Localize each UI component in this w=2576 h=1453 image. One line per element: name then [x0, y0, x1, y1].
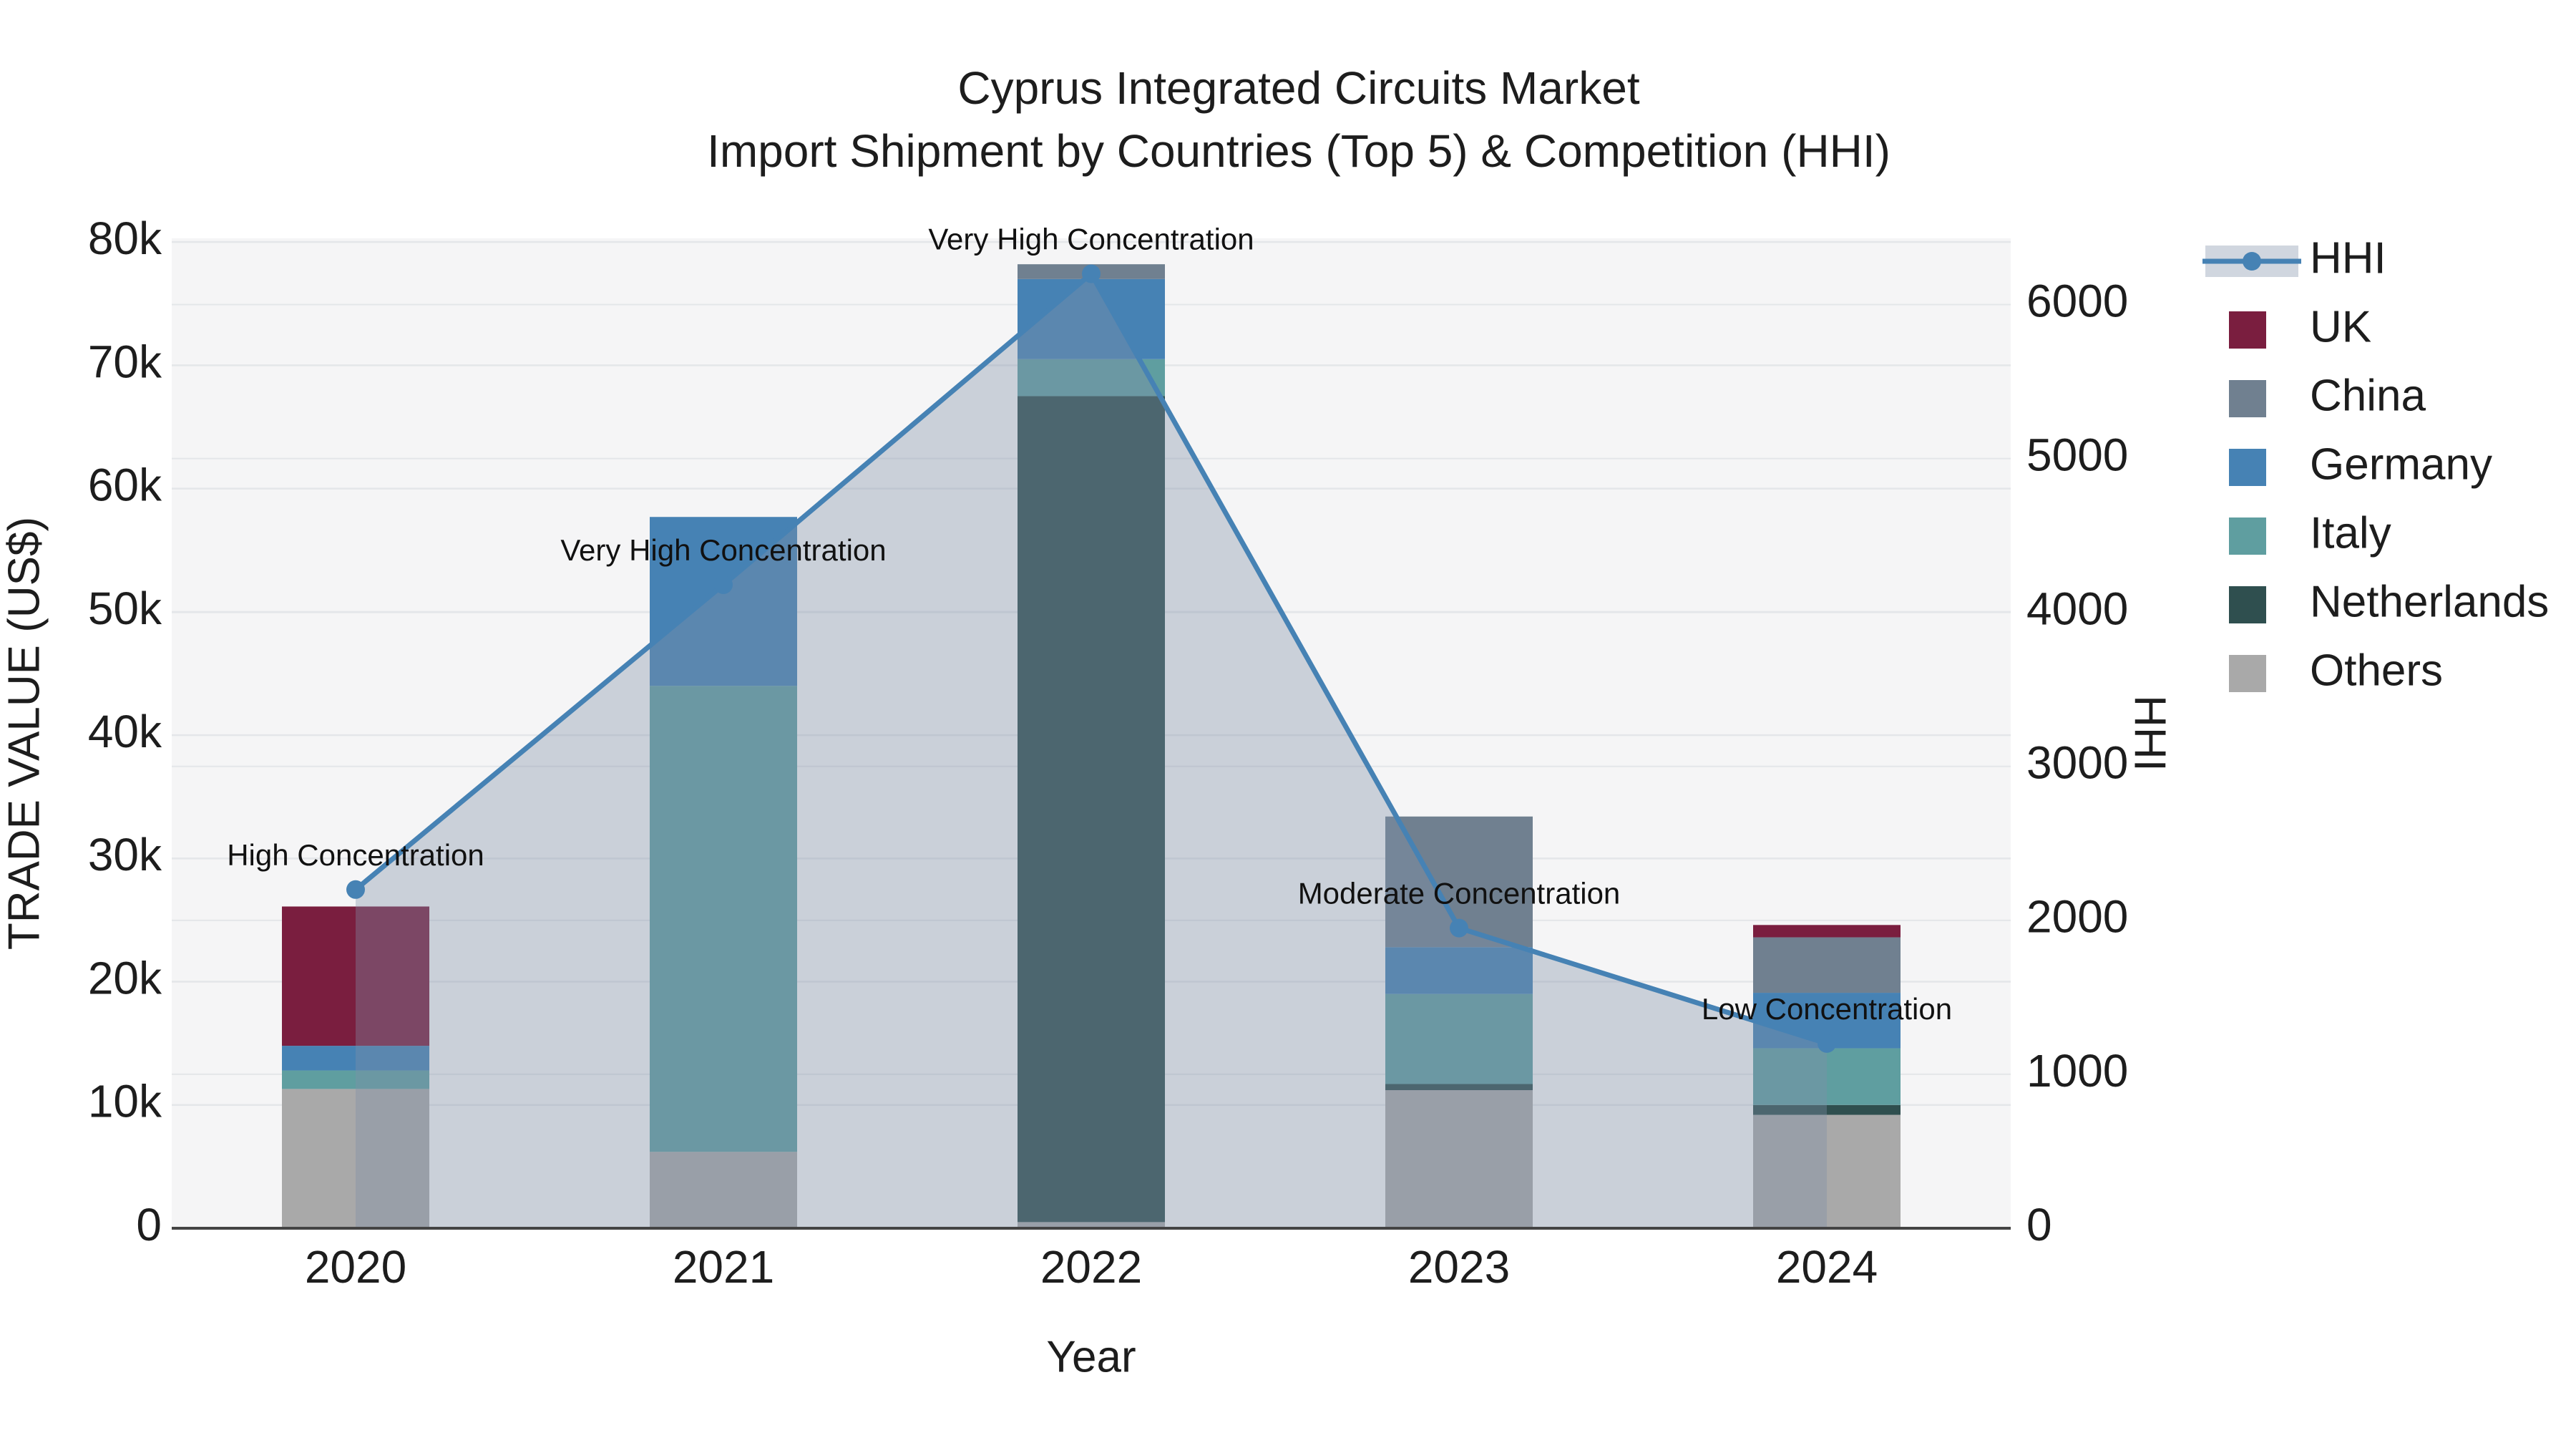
bar-segment-germany-2020 [282, 1046, 429, 1071]
y-left-tick-label: 80k [88, 213, 162, 264]
bar-segment-others-2022 [1018, 1222, 1165, 1228]
y-left-tick-label: 50k [88, 583, 162, 634]
legend-swatch-uk [2229, 311, 2266, 349]
bar-segment-others-2021 [650, 1152, 797, 1228]
x-tick-label: 2023 [1408, 1241, 1510, 1293]
legend-item-others[interactable]: Others [2229, 646, 2443, 695]
annotation-2023: Moderate Concentration [1298, 877, 1621, 910]
y-right-tick-label: 3000 [2026, 737, 2128, 789]
y-right-tick-label: 2000 [2026, 891, 2128, 943]
bar-segment-germany-2022 [1018, 278, 1165, 359]
bar-segment-italy-2021 [650, 686, 797, 1152]
legend-swatch-netherlands [2229, 586, 2266, 623]
legend-item-uk[interactable]: UK [2229, 302, 2371, 351]
bar-segment-italy-2023 [1385, 993, 1533, 1084]
y-left-axis-title: TRADE VALUE (US$) [0, 517, 49, 950]
hhi-marker-2022 [1082, 264, 1101, 283]
chart-title-line2: Import Shipment by Countries (Top 5) & C… [707, 125, 1890, 177]
hhi-marker-2021 [714, 575, 733, 594]
legend-item-germany[interactable]: Germany [2229, 439, 2492, 489]
bar-segment-italy-2020 [282, 1070, 429, 1089]
legend-item-hhi[interactable]: HHI [2202, 233, 2386, 283]
legend-item-netherlands[interactable]: Netherlands [2229, 577, 2549, 626]
y-right-tick-label: 6000 [2026, 275, 2128, 326]
legend-label-netherlands: Netherlands [2310, 577, 2549, 626]
legend-swatch-others [2229, 655, 2266, 692]
legend-swatch-germany [2229, 449, 2266, 486]
bar-segment-others-2023 [1385, 1090, 1533, 1228]
bar-segment-uk-2024 [1753, 925, 1901, 938]
y-right-tick-label: 5000 [2026, 429, 2128, 480]
x-tick-label: 2021 [673, 1241, 774, 1293]
annotation-2024: Low Concentration [1702, 992, 1952, 1026]
hhi-marker-2024 [1818, 1034, 1836, 1053]
bar-segment-netherlands-2024 [1753, 1104, 1901, 1115]
y-right-tick-label: 1000 [2026, 1045, 2128, 1097]
hhi-legend-marker [2243, 252, 2261, 271]
x-tick-label: 2020 [305, 1241, 406, 1293]
legend-label-hhi: HHI [2310, 233, 2386, 283]
bar-segment-germany-2023 [1385, 947, 1533, 994]
legend-swatch-china [2229, 380, 2266, 417]
legend-label-china: China [2310, 371, 2426, 420]
annotation-2021: Very High Concentration [560, 533, 886, 567]
bar-segment-italy-2024 [1753, 1048, 1901, 1105]
legend-item-china[interactable]: China [2229, 371, 2426, 420]
legend-label-germany: Germany [2310, 439, 2492, 489]
y-left-tick-label: 20k [88, 952, 162, 1004]
legend-label-others: Others [2310, 646, 2443, 695]
y-left-tick-label: 0 [136, 1199, 162, 1250]
bar-segment-china-2024 [1753, 937, 1901, 993]
bar-segment-netherlands-2022 [1018, 396, 1165, 1223]
y-right-axis-title: HHI [2125, 695, 2175, 772]
legend-item-italy[interactable]: Italy [2229, 508, 2391, 558]
bar-segment-others-2020 [282, 1089, 429, 1228]
hhi-area-fill [356, 273, 1827, 1228]
legend-label-uk: UK [2310, 302, 2371, 351]
legend-swatch-italy [2229, 517, 2266, 555]
y-left-tick-label: 30k [88, 829, 162, 880]
hhi-marker-2020 [346, 880, 365, 899]
y-left-tick-label: 10k [88, 1076, 162, 1127]
y-left-tick-label: 70k [88, 336, 162, 387]
bar-segment-uk-2020 [282, 906, 429, 1046]
chart-title-line1: Cyprus Integrated Circuits Market [957, 62, 1639, 114]
hhi-marker-2023 [1450, 918, 1468, 938]
legend-label-italy: Italy [2310, 508, 2391, 558]
y-right-tick-label: 4000 [2026, 583, 2128, 635]
legend: HHI UK China Germany Italy Netherlands Others [2202, 233, 2549, 695]
x-axis-title: Year [1046, 1332, 1136, 1381]
annotation-2022: Very High Concentration [928, 223, 1254, 256]
y-right-tick-label: 0 [2026, 1199, 2052, 1250]
bar-segment-others-2024 [1753, 1114, 1901, 1228]
x-tick-label: 2024 [1776, 1241, 1878, 1293]
y-left-tick-label: 60k [88, 460, 162, 511]
bar-segment-netherlands-2023 [1385, 1084, 1533, 1091]
x-tick-label: 2022 [1040, 1241, 1142, 1293]
annotation-2020: High Concentration [227, 838, 484, 872]
y-left-tick-label: 40k [88, 706, 162, 757]
